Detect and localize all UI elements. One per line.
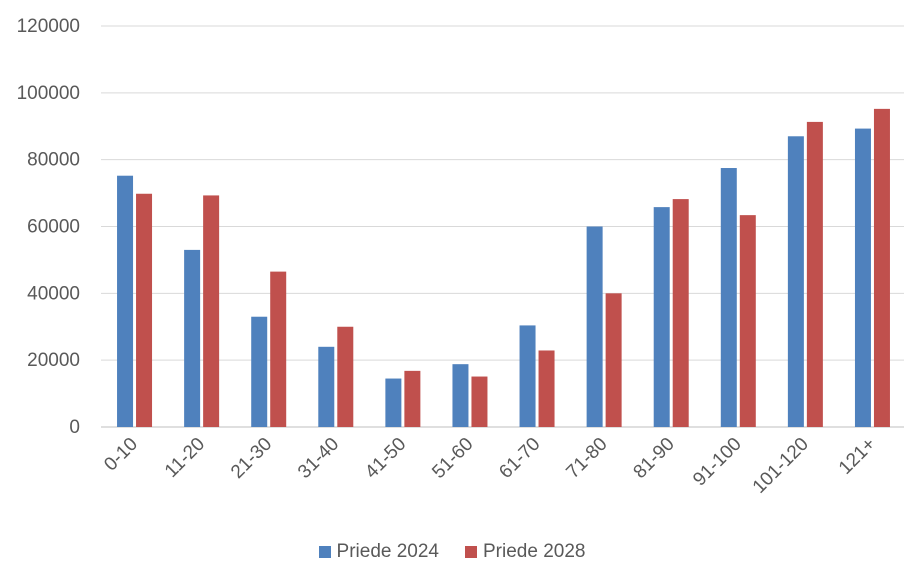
legend-swatch-series-2 <box>465 545 477 558</box>
bar-series-2-41-50 <box>404 370 421 427</box>
legend-label-series-2: Priede 2028 <box>483 541 586 562</box>
bar-series-2-71-80 <box>605 293 622 427</box>
y-tick-label: 0 <box>69 417 80 438</box>
x-tick-label: 71-80 <box>562 434 611 483</box>
x-tick-label: 0-10 <box>100 434 142 476</box>
legend-item-series-2: Priede 2028 <box>465 542 585 561</box>
bar-series-1-51-60 <box>452 364 469 427</box>
bar-series-2-61-70 <box>538 350 555 427</box>
bar-series-1-101-120 <box>787 136 804 427</box>
legend-swatch-series-1 <box>318 545 331 558</box>
bars <box>117 108 890 428</box>
bar-series-2-91-100 <box>739 215 756 427</box>
bar-series-1-81-90 <box>653 207 670 427</box>
y-tick-label: 80000 <box>27 150 80 171</box>
x-tick-label: 101-120 <box>749 434 813 498</box>
legend-label-series-1: Priede 2024 <box>336 541 439 562</box>
bar-series-2-21-30 <box>270 271 287 427</box>
bar-series-1-121+ <box>854 128 871 427</box>
bar-series-2-81-90 <box>672 199 689 427</box>
bar-series-1-31-40 <box>318 346 335 427</box>
bar-series-1-91-100 <box>720 168 737 428</box>
x-tick-label: 81-90 <box>630 434 679 483</box>
bar-series-1-71-80 <box>586 226 603 427</box>
y-tick-label: 40000 <box>27 283 80 304</box>
legend: Priede 2024 Priede 2028 <box>0 542 904 561</box>
x-tick-label: 31-40 <box>294 434 343 483</box>
bar-series-2-121+ <box>873 108 890 427</box>
x-tick-label: 51-60 <box>428 434 477 483</box>
x-axis-ticks: 0-10 11-20 21-30 31-40 41-50 51-60 61-70 71-80 8… <box>100 434 880 498</box>
bar-series-1-0-10 <box>117 175 134 427</box>
bar-series-1-61-70 <box>519 325 536 427</box>
bar-series-1-41-50 <box>385 378 402 427</box>
bar-series-1-21-30 <box>251 316 268 427</box>
x-tick-label: 91-100 <box>689 434 746 491</box>
bar-series-2-101-120 <box>806 121 823 428</box>
x-tick-label: 41-50 <box>361 434 410 483</box>
y-axis-ticks: 0 20000 40000 60000 80000 100000 120000 <box>17 16 80 438</box>
gridlines <box>101 25 904 428</box>
bar-series-2-51-60 <box>471 376 488 427</box>
x-tick-label: 21-30 <box>227 434 276 483</box>
bar-series-2-31-40 <box>337 326 354 427</box>
bar-series-2-0-10 <box>136 193 153 427</box>
y-tick-label: 60000 <box>27 217 80 238</box>
legend-item-series-1: Priede 2024 <box>318 541 439 562</box>
bar-series-1-11-20 <box>184 249 201 427</box>
y-tick-label: 120000 <box>17 16 80 37</box>
bar-series-2-11-20 <box>203 195 220 427</box>
y-tick-label: 20000 <box>27 350 80 371</box>
x-tick-label: 11-20 <box>161 434 209 482</box>
x-tick-label: 121+ <box>835 434 880 479</box>
x-tick-label: 61-70 <box>495 434 544 483</box>
y-tick-label: 100000 <box>17 83 80 104</box>
